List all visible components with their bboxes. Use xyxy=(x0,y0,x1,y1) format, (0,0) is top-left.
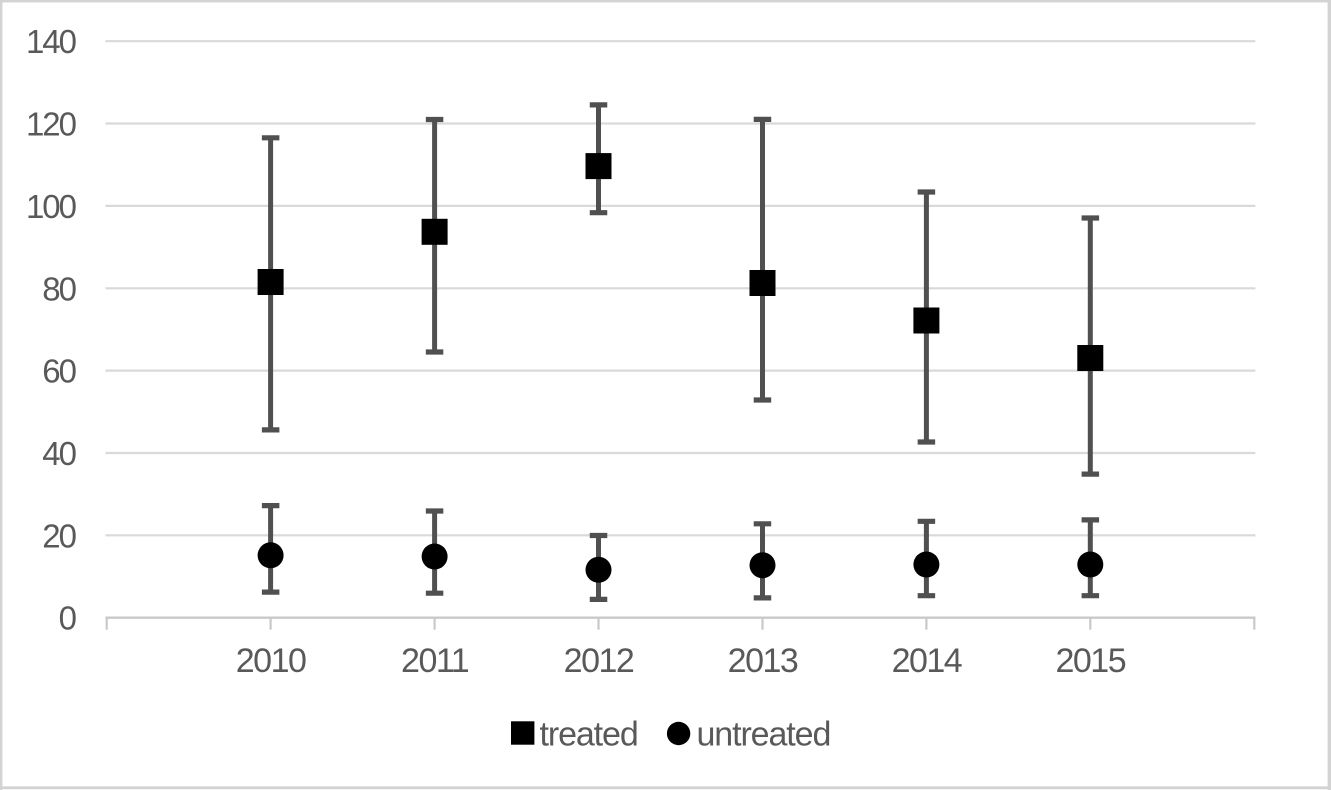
svg-text:120: 120 xyxy=(26,106,77,143)
svg-text:2010: 2010 xyxy=(236,642,306,680)
svg-text:0: 0 xyxy=(59,600,77,637)
svg-text:untreated: untreated xyxy=(697,716,831,754)
svg-text:20: 20 xyxy=(42,517,76,554)
svg-text:2014: 2014 xyxy=(892,642,962,680)
svg-text:2013: 2013 xyxy=(728,642,798,680)
svg-text:80: 80 xyxy=(42,270,76,307)
svg-text:100: 100 xyxy=(26,188,77,225)
svg-text:2015: 2015 xyxy=(1055,642,1125,680)
svg-text:140: 140 xyxy=(26,23,77,60)
svg-text:40: 40 xyxy=(42,435,76,472)
svg-text:treated: treated xyxy=(540,716,638,754)
svg-text:2011: 2011 xyxy=(401,642,469,680)
svg-text:60: 60 xyxy=(42,353,76,390)
svg-text:2012: 2012 xyxy=(564,642,634,680)
